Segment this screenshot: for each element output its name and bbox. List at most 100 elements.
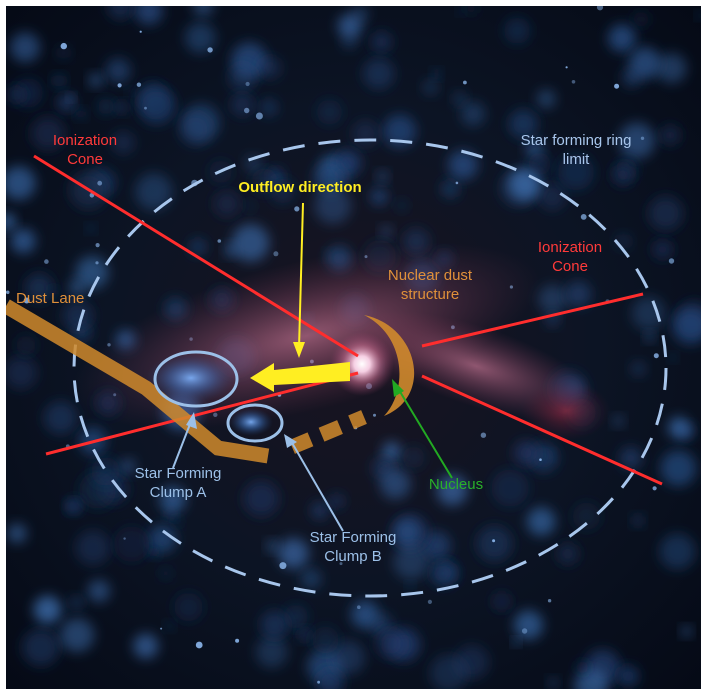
- ionization-cone-left-upper-edge: [33, 154, 359, 358]
- star-blob: [557, 154, 595, 191]
- galaxy-annotated-image: Ionization Cone Star forming ring limit …: [6, 6, 701, 689]
- star-blob: [160, 567, 172, 579]
- star-blob: [509, 168, 541, 201]
- star-point: [217, 239, 222, 243]
- star-blob: [631, 296, 666, 331]
- clump-b-label-line1: Star Forming: [310, 529, 397, 546]
- clump-b-pointer: [290, 440, 344, 532]
- star-point: [23, 297, 30, 304]
- clump-a-pointer-head: [186, 412, 197, 429]
- clump-b-glow: [229, 408, 273, 436]
- star-point: [596, 6, 604, 11]
- star-blob: [429, 654, 468, 689]
- outflow-direction-label: Outflow direction: [238, 179, 361, 196]
- star-blob: [7, 523, 27, 544]
- star-blob: [375, 628, 406, 659]
- star-point: [6, 290, 10, 295]
- clump-a-pointer: [172, 418, 193, 469]
- star-blob: [159, 486, 186, 513]
- star-blob: [317, 669, 344, 689]
- star-blob: [283, 604, 308, 629]
- star-blob: [66, 498, 82, 514]
- star-blob: [189, 238, 206, 255]
- star-blob: [402, 446, 425, 469]
- ionization-cone-left-label-line1: Ionization: [53, 132, 117, 149]
- star-point: [357, 605, 361, 609]
- star-blob: [68, 279, 85, 296]
- star-blob: [133, 633, 159, 659]
- star-point: [614, 83, 620, 89]
- star-point: [652, 486, 657, 491]
- ionization-cone-right-label-line2: Cone: [552, 258, 588, 275]
- star-blob: [111, 131, 135, 155]
- star-blob: [126, 87, 133, 95]
- star-blob: [363, 58, 395, 90]
- star-blob: [148, 547, 159, 558]
- star-blob: [575, 660, 590, 675]
- star-blob: [632, 515, 644, 526]
- star-blob: [97, 98, 115, 115]
- outflow-arrow-head: [250, 363, 274, 392]
- star-blob: [696, 12, 701, 20]
- star-point: [480, 432, 487, 438]
- star-blob: [548, 678, 559, 688]
- outflow-label-pointer-head: [293, 342, 305, 358]
- star-point: [492, 539, 496, 543]
- star-blob: [244, 201, 255, 212]
- star-point: [565, 66, 568, 69]
- star-blob: [422, 531, 451, 560]
- star-blob: [31, 116, 65, 151]
- star-blob: [514, 610, 543, 640]
- star-blob: [76, 109, 86, 119]
- star-point: [547, 599, 552, 603]
- clump-a-outline: [153, 350, 239, 408]
- star-blob: [214, 191, 240, 217]
- star-point: [160, 627, 163, 630]
- star-blob: [6, 356, 37, 390]
- star-blob: [44, 401, 77, 435]
- star-point: [317, 680, 320, 684]
- dust-lane-dashed: [289, 410, 367, 454]
- star-blob: [504, 17, 531, 44]
- star-blob: [394, 518, 421, 546]
- star-blob: [633, 11, 649, 28]
- star-blob: [370, 188, 388, 206]
- star-blob: [266, 540, 279, 552]
- star-blob: [377, 171, 388, 183]
- ionization-cone-left-label-line2: Cone: [67, 151, 103, 168]
- star-blob: [25, 273, 53, 302]
- star-blob: [619, 447, 642, 470]
- star-blob: [87, 579, 110, 603]
- star-point: [255, 112, 263, 120]
- star-blob: [432, 69, 441, 79]
- star-blob: [258, 56, 282, 80]
- star-blob: [669, 353, 677, 361]
- star-blob: [380, 226, 392, 238]
- star-forming-ring-outline: [72, 138, 668, 598]
- star-blob: [476, 526, 512, 562]
- star-blob: [300, 568, 322, 589]
- star-blob: [138, 86, 176, 125]
- star-blob: [243, 481, 279, 517]
- star-blob: [75, 256, 109, 289]
- star-point: [427, 599, 432, 605]
- star-blob: [231, 224, 270, 262]
- clump-a-glow: [146, 353, 236, 403]
- star-blob: [312, 626, 339, 654]
- star-blob: [91, 457, 120, 486]
- star-blob: [251, 168, 278, 195]
- star-blob: [75, 530, 111, 566]
- star-blob: [351, 600, 379, 629]
- star-blob: [380, 468, 411, 499]
- star-point: [144, 106, 147, 110]
- clump-b-label-line2: Clump B: [324, 548, 382, 565]
- star-blob: [62, 300, 93, 331]
- star-blob: [115, 101, 128, 114]
- star-blob: [172, 516, 183, 526]
- star-point: [235, 638, 240, 643]
- star-blob: [278, 538, 309, 569]
- star-blob: [57, 46, 70, 59]
- star-point: [95, 243, 100, 248]
- star-blob: [612, 164, 634, 186]
- star-point: [207, 47, 213, 53]
